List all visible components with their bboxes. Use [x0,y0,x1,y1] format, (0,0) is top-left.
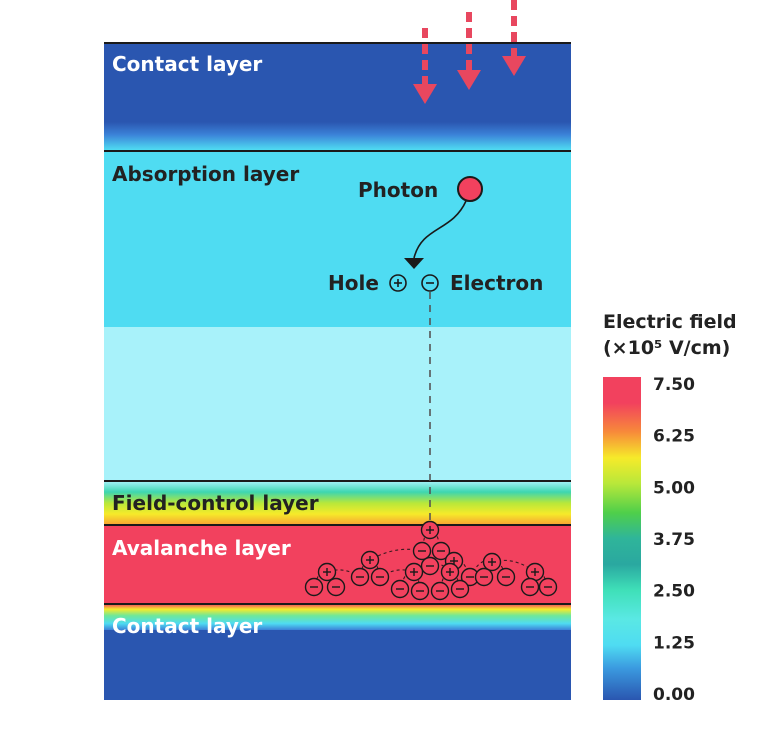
electron-carrier-icon [496,567,516,587]
hole-carrier-icon [404,562,424,582]
electron-carrier-icon [410,581,430,601]
hole-carrier-icon [317,562,337,582]
avalanche-contact-transition [104,604,571,630]
electron-carrier-icon [520,577,540,597]
electron-carrier-icon [412,541,432,561]
legend-title-line1: Electric field [603,311,737,333]
colorbar-tick-label: 7.50 [653,375,695,395]
electron-carrier-icon [350,567,370,587]
electron-carrier-icon [370,567,390,587]
electron-carrier-icon [326,577,346,597]
absorption-label: Absorption layer [112,162,299,186]
photon-label: Photon [358,178,438,202]
field-control-layer [104,481,571,525]
hole-carrier-icon [360,550,380,570]
electric-field-colorbar [603,377,641,700]
electron-carrier-icon [390,579,410,599]
layer-boundaries [104,42,571,605]
colorbar-tick-label: 0.00 [653,685,695,705]
electron-carrier-icon [431,541,451,561]
hole-carrier-icon [482,552,502,572]
photon-path-arrowhead [404,258,424,269]
contact-absorption-transition [104,122,571,150]
absorption-layer [104,150,571,327]
electron-carrier-icon [420,556,440,576]
field-control-label: Field-control layer [112,491,319,515]
hole-carrier-icon [440,562,460,582]
contact-layer-top [104,42,571,124]
incident-light-arrows [413,0,526,104]
absorption-layer-lower [104,327,571,481]
colorbar-tick-label: 5.00 [653,478,695,498]
electron-carrier-icon [430,581,450,601]
contact-top-label: Contact layer [112,52,262,76]
hole-icon [389,274,407,292]
electron-carrier-icon [538,577,558,597]
electron-carrier-icon [304,577,324,597]
colorbar-tick-label: 1.25 [653,633,695,653]
hole-label: Hole [328,271,379,295]
electron-carrier-icon [450,579,470,599]
contact-bottom-label: Contact layer [112,614,262,638]
colorbar-ticks: 7.50 6.25 5.00 3.75 2.50 1.25 0.00 [653,375,695,705]
colorbar-tick-label: 3.75 [653,530,695,550]
photon-path [413,200,467,259]
legend-title-line2: (×10⁵ V/cm) [603,337,730,359]
photon-icon [457,176,483,202]
contact-layer-bottom [104,630,571,700]
electron-carrier-icon [460,567,480,587]
hole-carrier-icon [420,520,440,540]
colorbar-tick-label: 6.25 [653,427,695,447]
avalanche-cascade [304,520,558,601]
electron-label: Electron [450,271,543,295]
electron-carrier-icon [474,567,494,587]
avalanche-label: Avalanche layer [112,536,291,560]
hole-carrier-icon [525,562,545,582]
colorbar-tick-label: 2.50 [653,582,695,602]
electron-icon [421,274,439,292]
cascade-link [469,560,493,578]
